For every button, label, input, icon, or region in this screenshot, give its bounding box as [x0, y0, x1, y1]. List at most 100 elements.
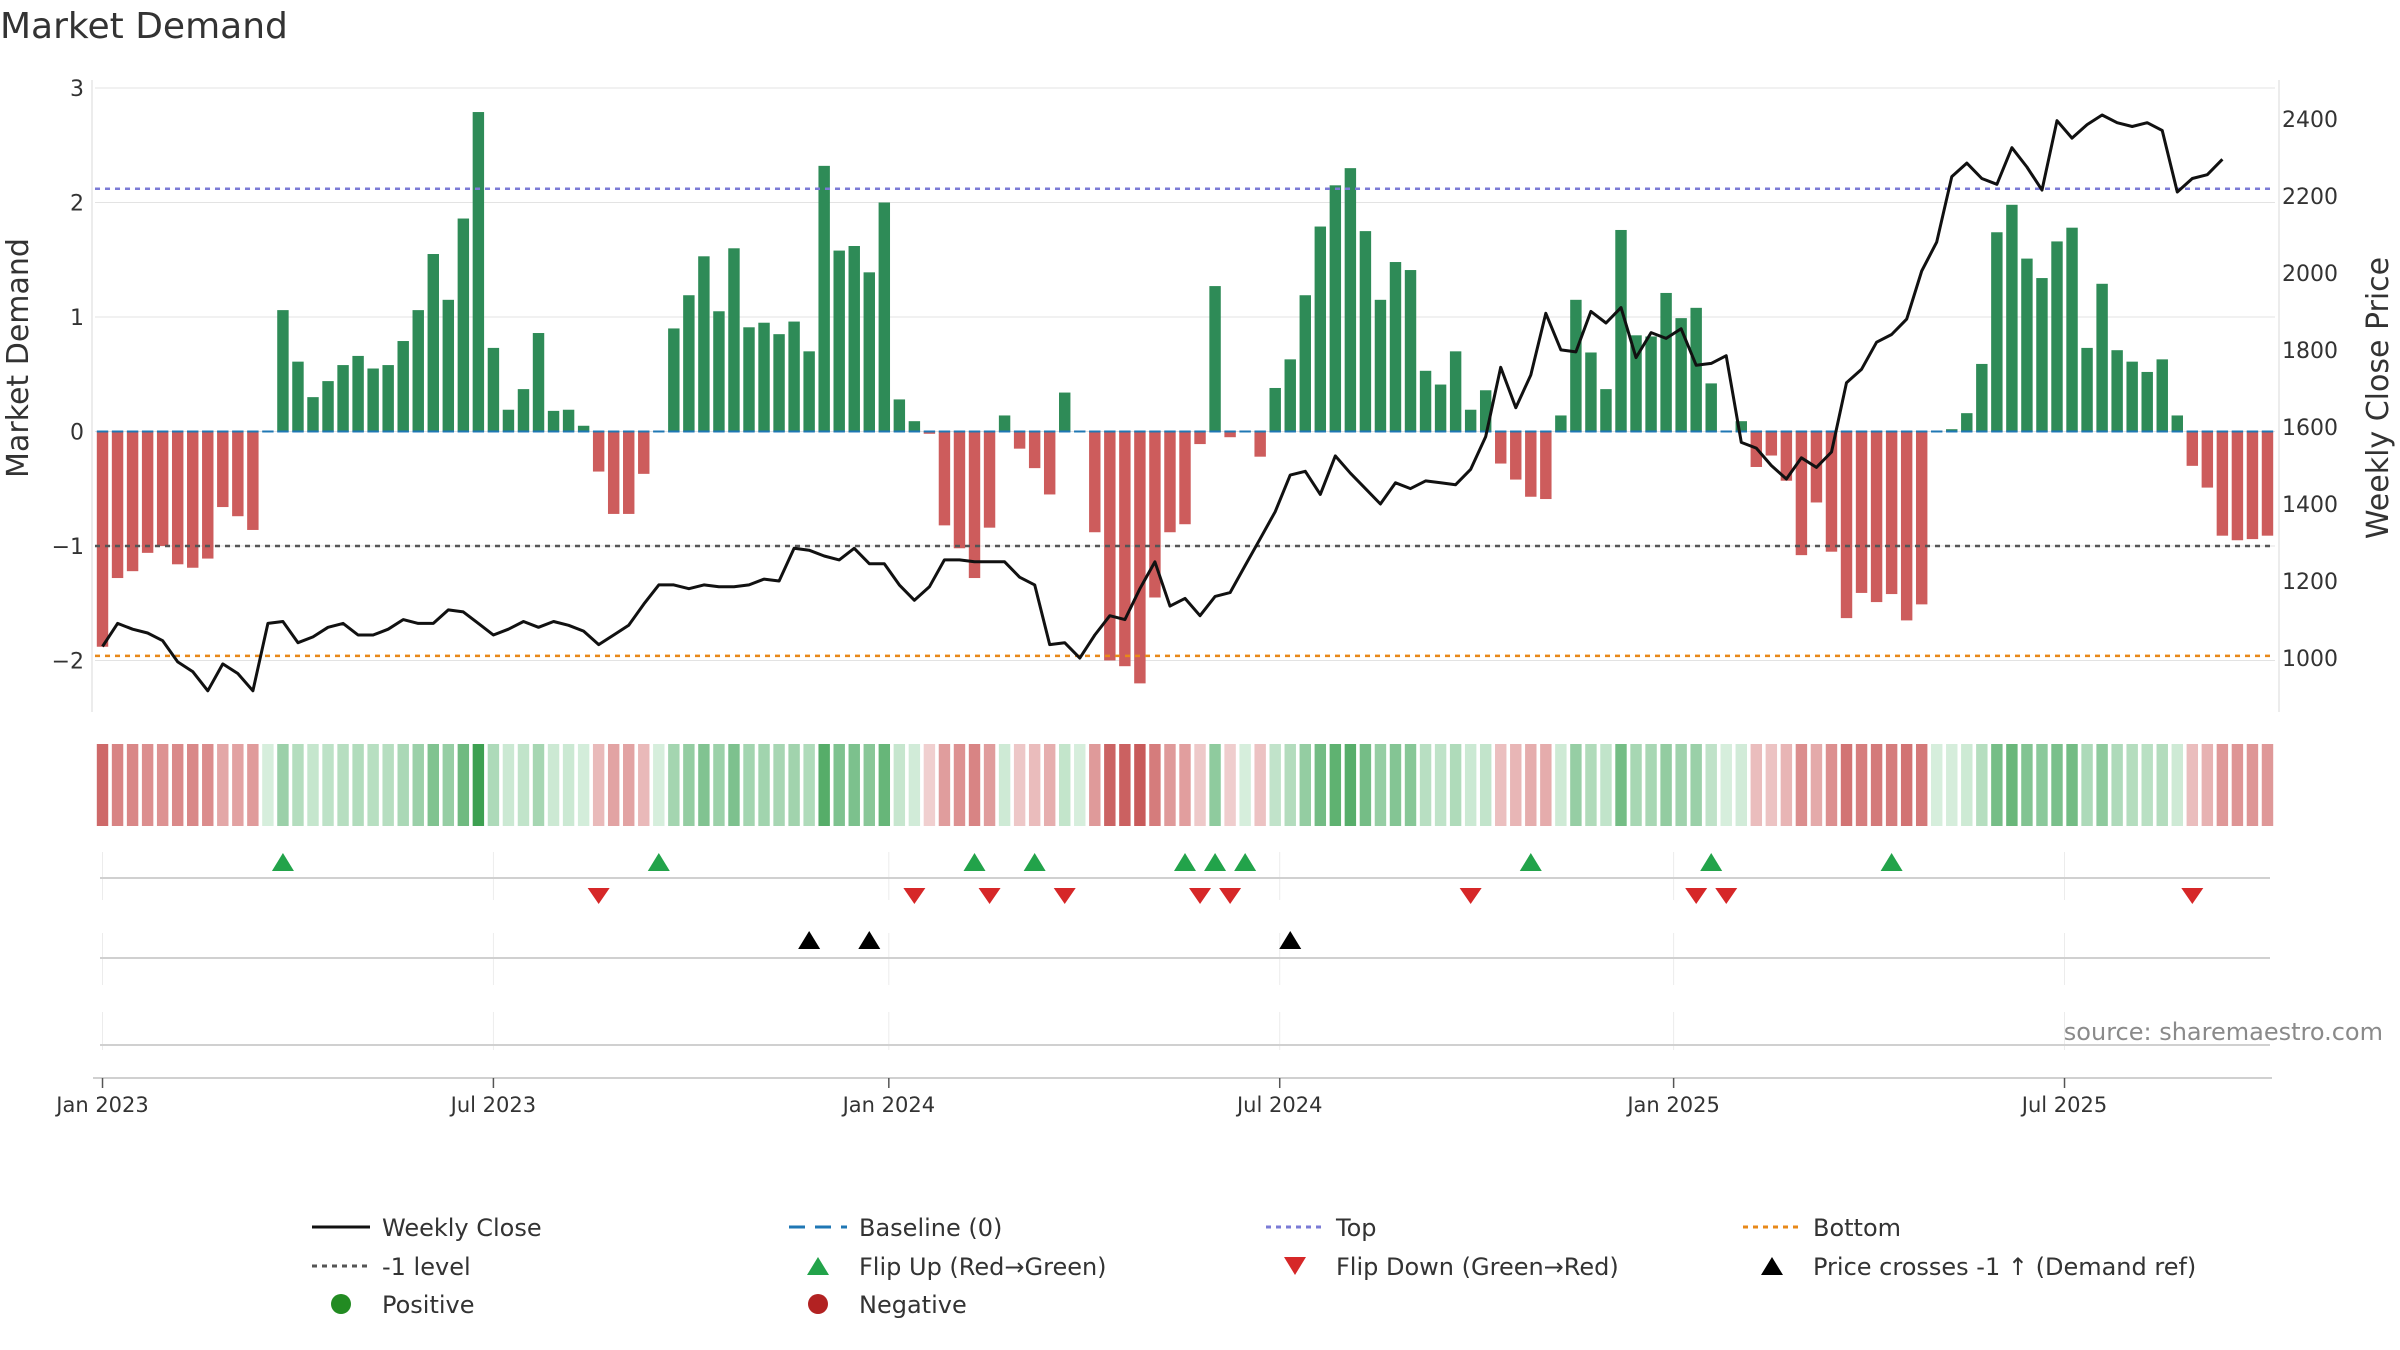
heat-cell — [292, 744, 304, 826]
demand-bar-positive — [788, 321, 800, 432]
flip-up-marker — [1204, 853, 1227, 871]
heat-cell — [2096, 744, 2108, 826]
date-tick-label: Jan 2025 — [1625, 1093, 1720, 1117]
demand-bar-positive — [803, 351, 815, 432]
demand-bar-negative — [623, 431, 635, 514]
demand-bar-positive — [1961, 413, 1973, 432]
legend-top: Top — [1266, 1214, 1377, 1242]
legend-price-cross-label: Price crosses -1 ↑ (Demand ref) — [1813, 1253, 2196, 1281]
heat-cell — [2246, 744, 2259, 826]
heat-cell — [938, 744, 951, 826]
demand-bar-negative — [1885, 431, 1898, 595]
demand-bar-negative — [232, 431, 244, 517]
demand-bar-negative — [141, 431, 154, 553]
demand-bar-negative — [1795, 431, 1808, 556]
reference-levels — [95, 187, 2275, 658]
heat-cell — [1389, 744, 1402, 826]
demand-bar-positive — [773, 334, 785, 432]
demand-bar-negative — [1013, 431, 1026, 449]
heat-cell — [1254, 744, 1266, 826]
heat-cell — [1705, 744, 1717, 826]
demand-bar-positive — [1284, 359, 1296, 432]
demand-bar-positive — [1479, 390, 1492, 432]
heat-cell — [427, 744, 439, 826]
demand-bar-positive — [1645, 336, 1657, 432]
demand-panel: 3 2 1 0 −1 −2 1000 1200 1400 1600 1800 2000 2200 240… — [52, 77, 2338, 712]
demand-bar-positive — [1314, 226, 1327, 432]
demand-bar-positive — [547, 410, 560, 432]
right-tick-label: 1200 — [2282, 570, 2338, 595]
heat-cell — [758, 744, 770, 826]
heat-cell — [1284, 744, 1296, 826]
heat-cell — [2051, 744, 2063, 826]
demand-heat-strip — [96, 744, 2274, 826]
demand-bar-negative — [2186, 431, 2199, 466]
flip-down-marker — [1053, 888, 1076, 904]
left-axis: 3 2 1 0 −1 −2 — [52, 77, 93, 712]
flip-down-marker — [903, 888, 926, 904]
demand-bar-negative — [953, 431, 966, 549]
flip-up-marker — [1023, 853, 1046, 871]
demand-bar-positive — [1464, 409, 1477, 432]
heat-cell — [1570, 744, 1582, 826]
legend-flip-up-label: Flip Up (Red→Green) — [859, 1253, 1107, 1281]
heat-cell — [848, 744, 860, 826]
demand-bar-positive — [397, 341, 409, 432]
heat-cell — [1314, 744, 1327, 826]
heat-cell — [171, 744, 184, 826]
legend: Weekly Close -1 level Positive Baseline … — [312, 1214, 2196, 1319]
heat-cell — [1464, 744, 1477, 826]
demand-bar-negative — [2261, 431, 2274, 536]
demand-bar-negative — [2231, 431, 2244, 541]
demand-bar-positive — [1570, 299, 1582, 432]
heat-cell — [247, 744, 259, 826]
heat-cell — [1089, 744, 1101, 826]
heat-cell — [337, 744, 349, 826]
heat-cell — [1299, 744, 1311, 826]
heat-cell — [1028, 744, 1041, 826]
heat-cell — [2231, 744, 2244, 826]
legend-flip-up-icon — [807, 1257, 829, 1275]
demand-bar-positive — [2156, 359, 2168, 432]
demand-bar-negative — [1134, 431, 1146, 684]
heat-cell — [1885, 744, 1898, 826]
demand-bar-positive — [1600, 389, 1612, 432]
price-cross-marker — [1279, 931, 1302, 949]
demand-bar-positive — [1585, 352, 1597, 432]
flip-up-marker — [271, 853, 294, 871]
heat-cell — [126, 744, 139, 826]
heat-cell — [773, 744, 785, 826]
flip-up-marker — [963, 853, 986, 871]
flip-up-marker — [1234, 853, 1257, 871]
demand-bar-positive — [1209, 286, 1221, 432]
heat-cell — [1946, 744, 1958, 826]
heat-cell — [818, 744, 830, 826]
heat-cell — [1750, 744, 1763, 826]
demand-bar-positive — [848, 246, 860, 432]
demand-bar-negative — [1900, 431, 1913, 621]
heat-cell — [562, 744, 575, 826]
heat-cell — [1359, 744, 1372, 826]
demand-bar-positive — [502, 409, 515, 432]
demand-bar-positive — [1374, 299, 1387, 432]
legend-minus-one: -1 level — [312, 1253, 471, 1281]
demand-bar-negative — [2201, 431, 2214, 488]
legend-top-label: Top — [1335, 1214, 1377, 1242]
demand-bar-positive — [1434, 384, 1447, 432]
demand-bar-positive — [818, 165, 830, 432]
heat-cell — [1449, 744, 1462, 826]
heat-cell — [1119, 744, 1131, 826]
demand-bar-positive — [1660, 292, 1672, 432]
demand-bar-negative — [1780, 431, 1793, 481]
heat-cell — [1434, 744, 1447, 826]
demand-bar-positive — [292, 361, 304, 432]
heat-cell — [1224, 744, 1236, 826]
demand-bar-positive — [878, 202, 891, 432]
heat-cell — [577, 744, 590, 826]
heat-cell — [1164, 744, 1176, 826]
demand-bar-negative — [1525, 431, 1537, 497]
demand-bar-positive — [863, 272, 875, 432]
heat-cell — [1600, 744, 1612, 826]
date-tick-label: Jan 2023 — [54, 1093, 149, 1117]
legend-negative: Negative — [808, 1291, 967, 1319]
